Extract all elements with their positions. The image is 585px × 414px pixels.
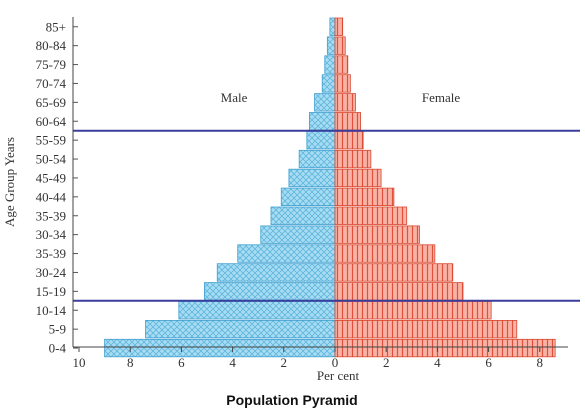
bar-male-0 [329, 17, 336, 36]
bar-male-17 [104, 338, 336, 358]
bar-male-4 [314, 93, 336, 112]
bar-male-3 [321, 74, 336, 93]
x-axis-title: Per cent [317, 368, 360, 383]
bar-male-13 [216, 263, 336, 282]
bar-male-11 [260, 225, 336, 244]
bar-female-15 [334, 301, 492, 320]
bar-female-17 [334, 338, 556, 358]
y-tick-label-17: 0-4 [49, 341, 67, 356]
x-tick-label-8: 6 [485, 355, 492, 370]
y-tick-label-1: 80-84 [36, 38, 67, 53]
bar-female-1 [334, 36, 346, 55]
x-tick-label-1: 8 [127, 355, 134, 370]
axes-group: 85+80-8475-7970-7465-6960-6455-5950-5445… [36, 17, 568, 370]
bars-group [104, 17, 556, 358]
y-tick-label-5: 60-64 [36, 114, 67, 129]
bar-male-1 [326, 36, 336, 55]
y-tick-label-16: 5-9 [49, 322, 66, 337]
figure-caption: Population Pyramid [226, 392, 357, 408]
bar-male-8 [288, 168, 336, 188]
bar-female-6 [334, 130, 364, 150]
labels-group: Age Group Years Per cent Male Female Pop… [2, 90, 460, 408]
x-tick-label-9: 8 [537, 355, 544, 370]
y-tick-label-15: 10-14 [36, 303, 67, 318]
y-tick-label-0: 85+ [46, 19, 66, 34]
x-tick-label-3: 4 [229, 355, 236, 370]
bar-female-13 [334, 263, 454, 282]
bar-male-9 [280, 187, 336, 207]
x-tick-label-6: 2 [383, 355, 390, 370]
bar-female-5 [334, 112, 362, 131]
bar-male-5 [308, 112, 336, 131]
series-label-male: Male [221, 90, 248, 105]
x-tick-label-4: 2 [281, 355, 288, 370]
y-tick-label-3: 70-74 [36, 76, 67, 91]
x-tick-label-2: 6 [178, 355, 185, 370]
bar-female-14 [334, 282, 464, 301]
reference-lines [73, 129, 580, 302]
bar-female-7 [334, 149, 372, 169]
bar-male-2 [324, 55, 336, 74]
y-tick-label-12: 35-39 [36, 246, 66, 261]
y-tick-label-6: 55-59 [36, 133, 66, 148]
bar-female-10 [334, 206, 408, 225]
bar-female-8 [334, 168, 382, 188]
bar-male-14 [204, 282, 336, 301]
x-tick-label-5: 0 [332, 355, 339, 370]
y-tick-label-13: 30-24 [36, 265, 67, 280]
bar-female-16 [334, 319, 518, 339]
y-tick-label-2: 75-79 [36, 57, 66, 72]
y-tick-label-10: 35-39 [36, 208, 66, 223]
y-tick-label-8: 45-49 [36, 170, 66, 185]
bar-female-3 [334, 74, 351, 93]
bar-male-10 [270, 206, 336, 225]
y-tick-label-9: 40-44 [36, 189, 67, 204]
series-label-female: Female [422, 90, 460, 105]
y-axis-title: Age Group Years [2, 137, 17, 227]
bar-male-7 [298, 149, 336, 169]
bar-female-2 [334, 55, 349, 74]
bar-female-4 [334, 93, 356, 112]
bar-female-12 [334, 244, 436, 263]
bar-male-12 [237, 244, 336, 263]
y-tick-label-7: 50-54 [36, 152, 67, 167]
y-tick-label-14: 15-19 [36, 284, 66, 299]
y-tick-label-11: 30-34 [36, 227, 67, 242]
x-tick-label-0: 10 [73, 355, 86, 370]
y-tick-label-4: 65-69 [36, 95, 66, 110]
bar-female-9 [334, 187, 395, 207]
bar-female-0 [334, 17, 344, 36]
bar-male-16 [145, 319, 336, 339]
bar-female-11 [334, 225, 420, 244]
bar-male-15 [178, 301, 336, 320]
x-tick-label-7: 4 [434, 355, 441, 370]
bar-male-6 [306, 130, 336, 150]
